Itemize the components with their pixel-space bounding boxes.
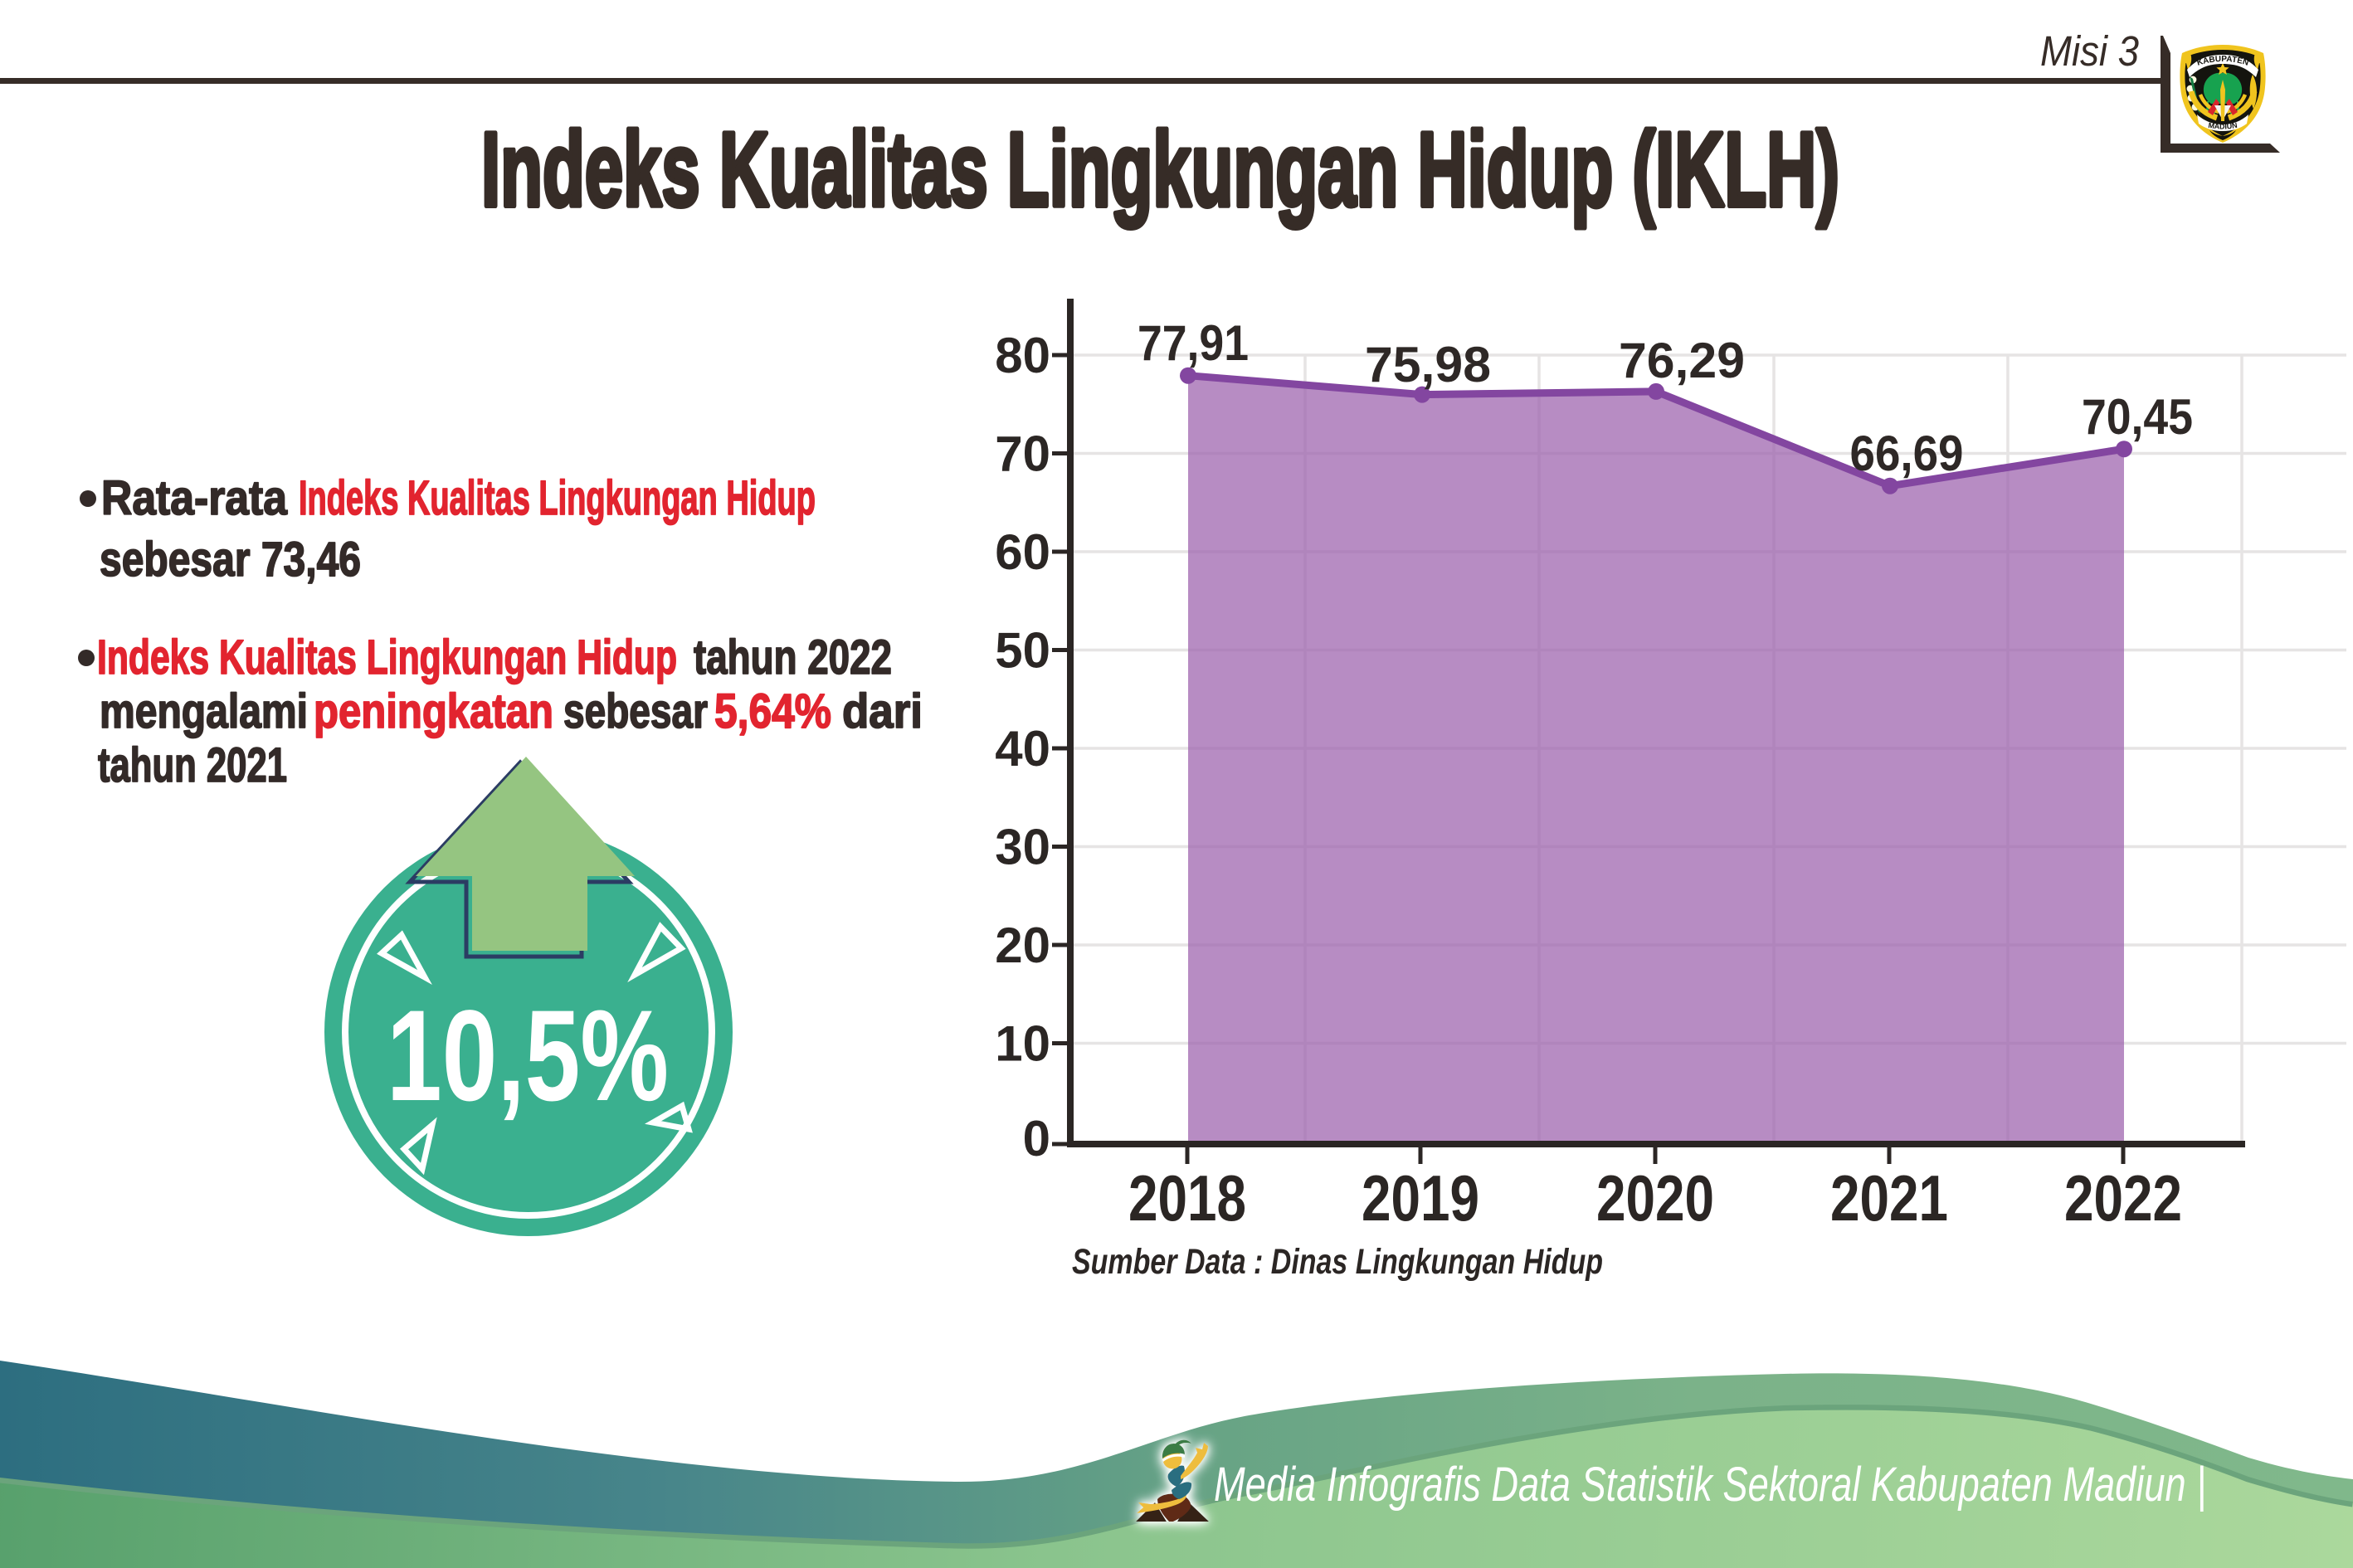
- svg-text:sebesar: sebesar: [563, 684, 708, 738]
- svg-text:Sumber Data : Dinas Lingkungan: Sumber Data : Dinas Lingkungan Hidup: [1072, 1242, 1603, 1282]
- svg-text:2020: 2020: [1596, 1161, 1714, 1234]
- svg-text:Indeks Kualitas Lingkungan Hid: Indeks Kualitas Lingkungan Hidup: [97, 631, 677, 684]
- svg-text:50: 50: [995, 623, 1050, 679]
- svg-text:40: 40: [995, 721, 1050, 777]
- svg-text:76,29: 76,29: [1619, 333, 1745, 388]
- svg-text:Media Infografis Data Statisti: Media Infografis Data Statistik Sektoral…: [1214, 1458, 2206, 1512]
- svg-text:2022: 2022: [2064, 1161, 2182, 1234]
- svg-text:10,5%: 10,5%: [387, 984, 669, 1128]
- svg-text:20: 20: [995, 918, 1050, 973]
- svg-text:sebesar 73,46: sebesar 73,46: [100, 533, 361, 587]
- svg-text:66,69: 66,69: [1850, 426, 1964, 481]
- svg-text:tahun 2021: tahun 2021: [98, 738, 287, 792]
- svg-text:dari: dari: [842, 684, 923, 738]
- svg-text:peningkatan: peningkatan: [314, 684, 553, 738]
- svg-text:10: 10: [995, 1016, 1050, 1072]
- svg-text:70: 70: [995, 426, 1050, 482]
- svg-text:75,98: 75,98: [1365, 337, 1491, 392]
- svg-text:77,91: 77,91: [1138, 315, 1249, 371]
- svg-text:tahun 2022: tahun 2022: [694, 631, 892, 684]
- svg-text:0: 0: [1023, 1111, 1050, 1166]
- svg-text:MADIUN: MADIUN: [2208, 121, 2238, 131]
- svg-text:Rata-rata: Rata-rata: [101, 471, 288, 525]
- svg-text:80: 80: [995, 328, 1050, 383]
- svg-text:mengalami: mengalami: [100, 684, 308, 738]
- svg-text:2018: 2018: [1128, 1161, 1246, 1234]
- svg-text:60: 60: [995, 524, 1050, 580]
- svg-text:2021: 2021: [1830, 1161, 1948, 1234]
- svg-text:Misi 3: Misi 3: [2040, 27, 2139, 75]
- svg-text:70,45: 70,45: [2082, 389, 2193, 445]
- svg-text:Indeks Kualitas Lingkungan Hid: Indeks Kualitas Lingkungan Hidup (IKLH): [481, 110, 1839, 228]
- svg-text:30: 30: [995, 820, 1050, 875]
- svg-text:5,64%: 5,64%: [714, 684, 831, 738]
- svg-text:Indeks Kualitas Lingkungan Hid: Indeks Kualitas Lingkungan Hidup: [299, 471, 816, 525]
- svg-text:2019: 2019: [1362, 1161, 1479, 1234]
- svg-text:KABUPATEN: KABUPATEN: [2196, 55, 2250, 68]
